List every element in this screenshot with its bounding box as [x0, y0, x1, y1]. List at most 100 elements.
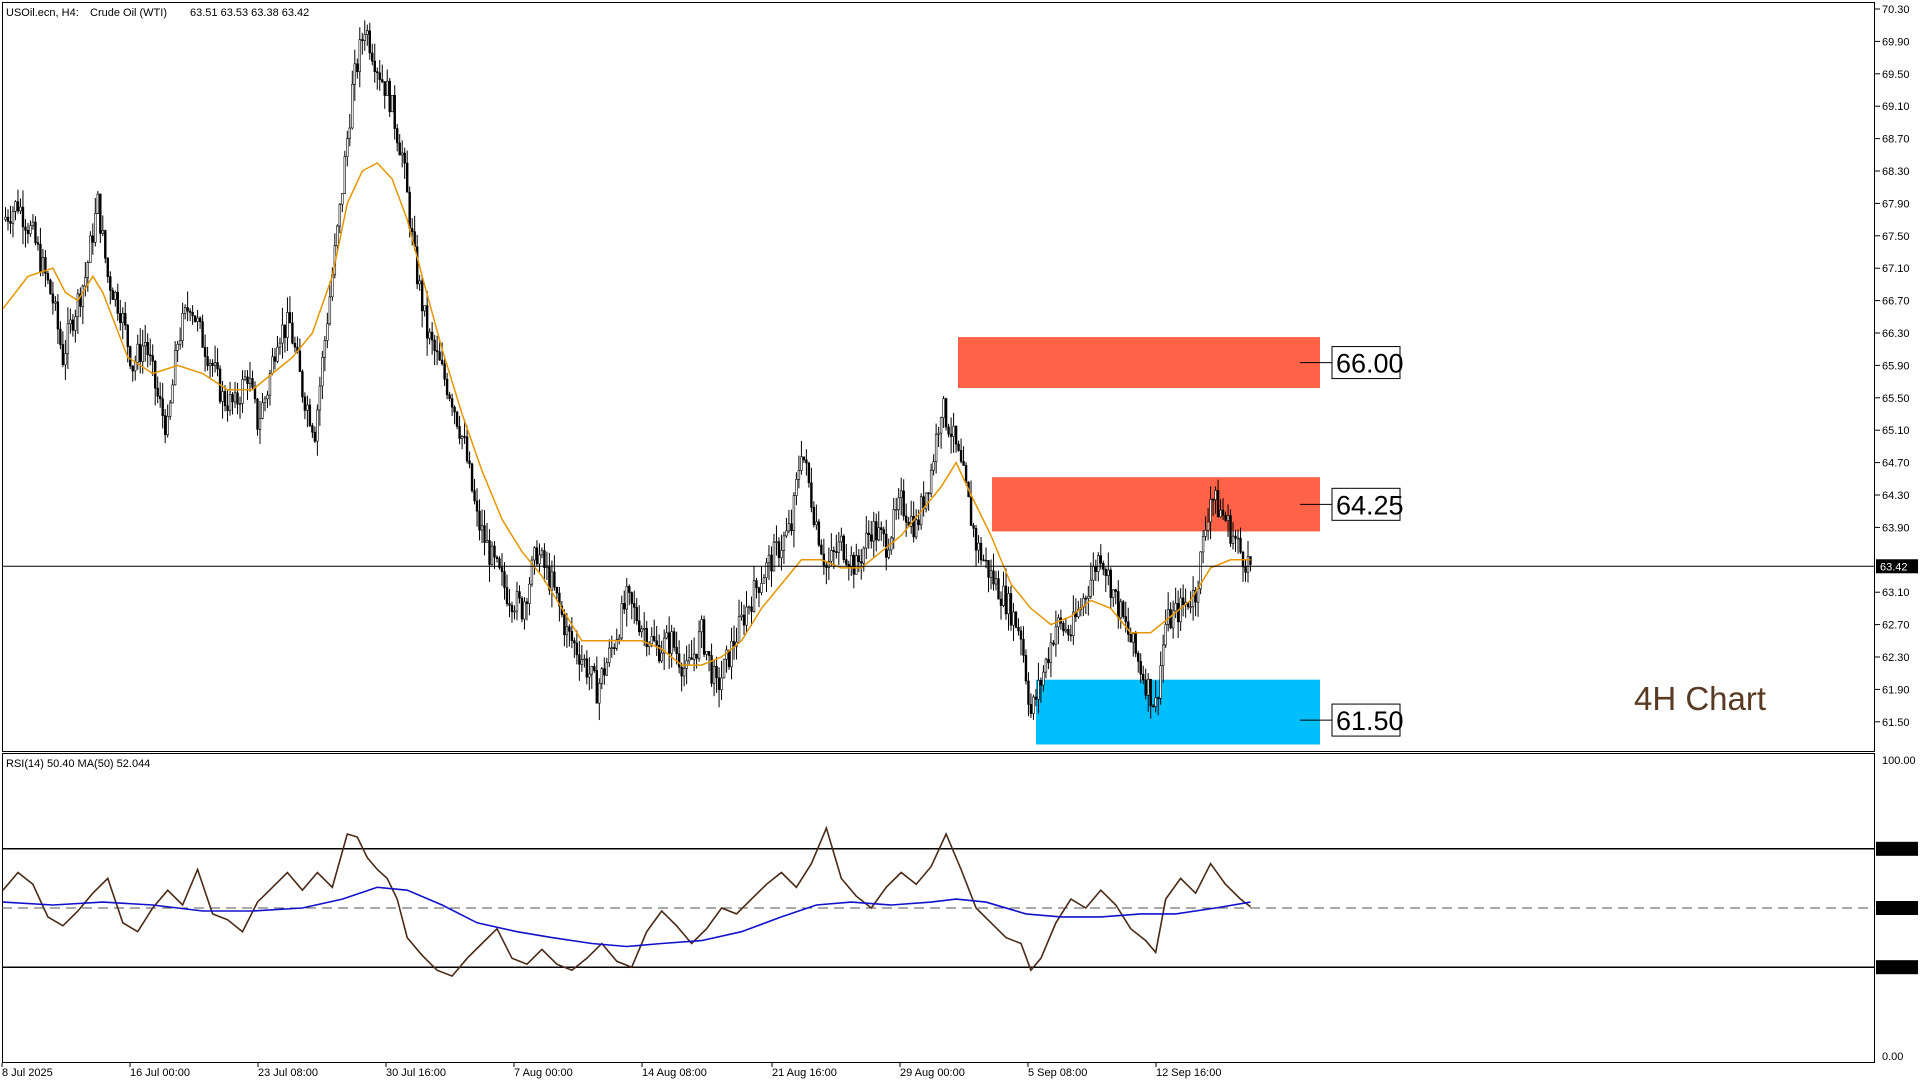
candle-body [1226, 515, 1230, 521]
candle-body [530, 559, 534, 585]
candle-body [248, 378, 252, 384]
candle-body [600, 668, 604, 684]
zone-label-box-2 [1331, 703, 1401, 737]
candle-body [655, 640, 658, 646]
candle-body [790, 523, 793, 532]
candle-body [388, 80, 391, 113]
zone-resistance-0 [958, 337, 1320, 389]
candle-body [448, 394, 451, 399]
price-tick-label: 65.90 [1882, 360, 1910, 372]
candle-body [747, 606, 751, 609]
candle-body [56, 301, 60, 330]
candle-body [500, 567, 504, 572]
candle-body [712, 666, 716, 684]
candle-body [356, 63, 359, 73]
candle-body [558, 592, 561, 607]
candle-body [1029, 704, 1033, 714]
candle-body [1014, 611, 1018, 628]
candle-body [620, 603, 623, 639]
candle-body [555, 586, 559, 594]
candle-body [89, 235, 92, 263]
time-tick-label: 21 Aug 16:00 [772, 1067, 837, 1079]
candle-body [1216, 490, 1220, 518]
candle-body [233, 392, 237, 403]
candle-body [321, 356, 324, 387]
candle-body [1062, 622, 1065, 632]
candle-body [1022, 638, 1025, 656]
candle-body [1004, 585, 1008, 615]
candle-body [221, 391, 224, 402]
candle-body [770, 554, 773, 572]
price-tick-label: 68.70 [1882, 134, 1910, 146]
candle-body [750, 606, 753, 612]
candle-body [1149, 678, 1152, 707]
candle-body [186, 307, 189, 312]
candle-body [705, 651, 708, 655]
candle-body [34, 221, 37, 243]
candle-body [1166, 609, 1170, 625]
candle-body [246, 376, 249, 384]
candle-body [1171, 610, 1175, 629]
candle-body [543, 550, 546, 568]
candle-body [969, 496, 973, 526]
candle-body [268, 373, 272, 396]
price-tick-label: 69.90 [1882, 36, 1910, 48]
candle-body [820, 544, 823, 555]
candle-body [228, 394, 232, 411]
candle-body [153, 360, 157, 389]
candle-body [4, 216, 7, 220]
candle-body [183, 307, 187, 314]
candle-body [326, 323, 329, 341]
candle-body [1231, 535, 1235, 544]
candle-body [897, 497, 900, 510]
candle-body [383, 81, 386, 96]
candle-body [176, 343, 179, 351]
time-tick-label: 14 Aug 08:00 [642, 1067, 707, 1079]
candle-body [338, 203, 342, 227]
candle-body [1176, 603, 1180, 623]
candle-body [276, 346, 279, 362]
candle-body [1221, 509, 1225, 516]
candle-body [124, 312, 127, 326]
candle-body [438, 351, 441, 361]
candle-body [129, 346, 132, 367]
time-tick-label: 16 Jul 00:00 [130, 1067, 190, 1079]
candle-body [440, 359, 444, 365]
candle-body [525, 601, 529, 604]
candle-body [1037, 680, 1040, 700]
candle-body [371, 52, 374, 62]
candle-body [435, 350, 439, 353]
candle-body [106, 257, 109, 277]
price-tick-label: 69.10 [1882, 101, 1910, 113]
price-tick-label: 63.90 [1882, 522, 1910, 534]
candle-body [540, 550, 544, 556]
candle-body [785, 530, 788, 537]
candle-body [31, 221, 35, 226]
candle-body [797, 470, 801, 480]
candle-body [932, 461, 935, 471]
candle-body [391, 95, 394, 113]
candle-body [588, 673, 591, 678]
candle-body [1201, 536, 1205, 553]
price-tick-label: 67.10 [1882, 263, 1910, 275]
candle-body [458, 426, 461, 439]
candle-body [1181, 597, 1185, 606]
candle-body [760, 582, 763, 593]
candle-body [872, 521, 875, 542]
candle-body [1017, 627, 1020, 632]
candle-body [298, 350, 302, 372]
candle-body [974, 528, 978, 551]
candle-body [992, 570, 995, 585]
rsi-tick-label: 100.00 [1882, 755, 1916, 767]
candle-body [535, 547, 539, 565]
candle-body [341, 193, 344, 205]
zone-label-box-1 [1331, 487, 1401, 521]
candle-body [318, 385, 322, 411]
rsi-line [2, 825, 1251, 978]
candle-body [730, 640, 733, 668]
header-ohlc: 63.51 63.53 63.38 63.42 [190, 7, 309, 19]
candle-body [625, 586, 628, 610]
candle-body [1199, 551, 1202, 590]
candle-body [91, 235, 95, 243]
candle-body [51, 293, 55, 304]
